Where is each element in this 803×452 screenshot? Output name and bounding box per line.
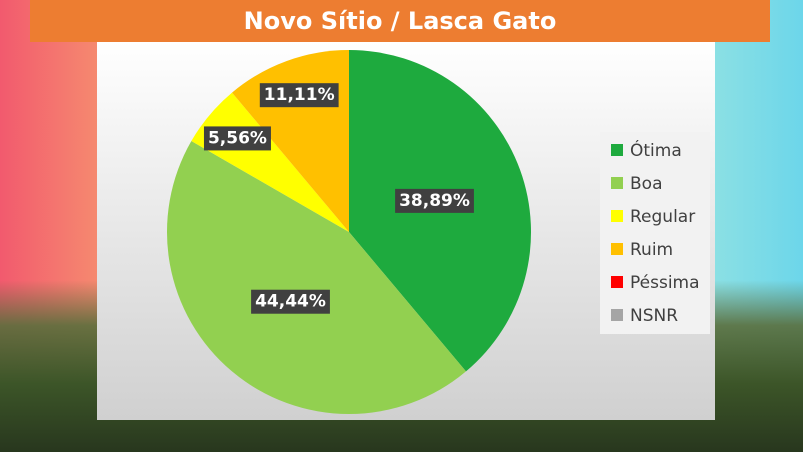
data-label: 11,11% (259, 83, 339, 108)
legend-swatch (611, 276, 623, 288)
data-label-box (259, 83, 339, 108)
legend-label: Boa (630, 174, 662, 194)
data-label-text: 44,44% (255, 292, 326, 312)
data-label-box (203, 126, 271, 151)
data-label: 38,89% (395, 188, 474, 213)
data-label-box (395, 188, 474, 213)
data-label: 44,44% (251, 289, 330, 314)
legend-label: Ruim (630, 240, 673, 260)
data-label: 5,56% (203, 126, 271, 151)
legend-swatch (611, 243, 623, 255)
legend-box (600, 132, 710, 334)
legend-label: Péssima (630, 273, 700, 293)
data-label-box (251, 289, 330, 314)
legend-label: NSNR (630, 306, 678, 326)
legend-swatch (611, 309, 623, 321)
chart-title: Novo Sítio / Lasca Gato (30, 0, 770, 42)
legend-swatch (611, 144, 623, 156)
data-label-text: 5,56% (208, 128, 267, 148)
legend-label: Ótima (630, 139, 682, 161)
legend-swatch (611, 210, 623, 222)
data-label-text: 38,89% (399, 191, 470, 211)
legend-swatch (611, 177, 623, 189)
legend-label: Regular (630, 207, 695, 227)
pie-slice (166, 141, 466, 415)
data-label-text: 11,11% (264, 85, 335, 105)
